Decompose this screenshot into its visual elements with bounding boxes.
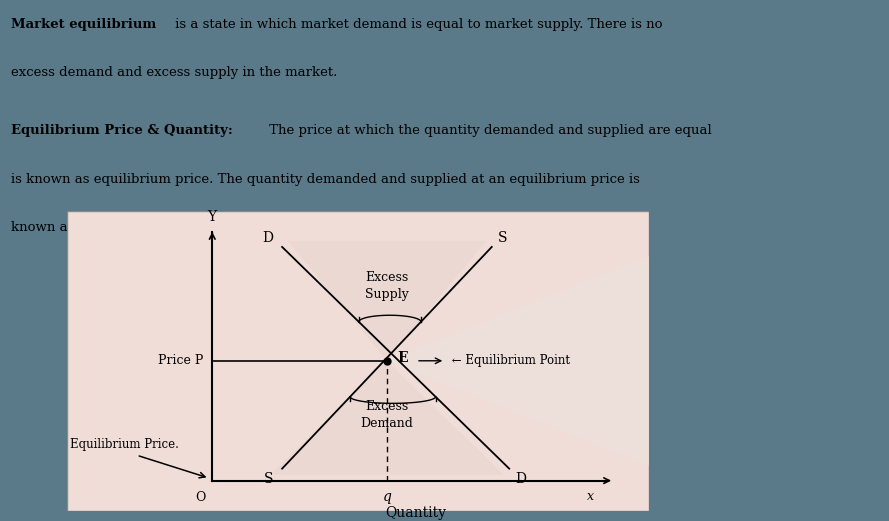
Text: Excess
Demand: Excess Demand [361, 400, 413, 430]
Text: D: D [515, 472, 526, 486]
Text: ← Equilibrium Point: ← Equilibrium Point [448, 354, 570, 367]
Text: S: S [264, 472, 274, 486]
Text: Price P: Price P [158, 354, 204, 367]
Text: q: q [382, 490, 391, 504]
Text: Y: Y [208, 210, 217, 225]
Text: D: D [262, 231, 274, 245]
Text: Excess
Supply: Excess Supply [365, 271, 409, 301]
Text: O: O [196, 491, 205, 504]
Text: E: E [397, 351, 408, 365]
Text: S: S [498, 231, 507, 245]
Text: Market equilibrium: Market equilibrium [11, 18, 156, 31]
FancyBboxPatch shape [67, 211, 649, 511]
Text: Quantity: Quantity [386, 506, 446, 520]
Text: excess demand and excess supply in the market.: excess demand and excess supply in the m… [11, 67, 337, 79]
Text: The price at which the quantity demanded and supplied are equal: The price at which the quantity demanded… [265, 124, 712, 137]
Polygon shape [288, 241, 486, 361]
Polygon shape [270, 361, 503, 475]
Text: Equilibrium Price.: Equilibrium Price. [69, 438, 179, 451]
Text: x: x [588, 490, 594, 503]
Text: is a state in which market demand is equal to market supply. There is no: is a state in which market demand is equ… [171, 18, 662, 31]
Text: known as equilibrium quantity.: known as equilibrium quantity. [11, 221, 218, 234]
Polygon shape [387, 256, 649, 466]
Text: is known as equilibrium price. The quantity demanded and supplied at an equilibr: is known as equilibrium price. The quant… [11, 173, 639, 185]
Text: Equilibrium Price & Quantity:: Equilibrium Price & Quantity: [11, 124, 233, 137]
